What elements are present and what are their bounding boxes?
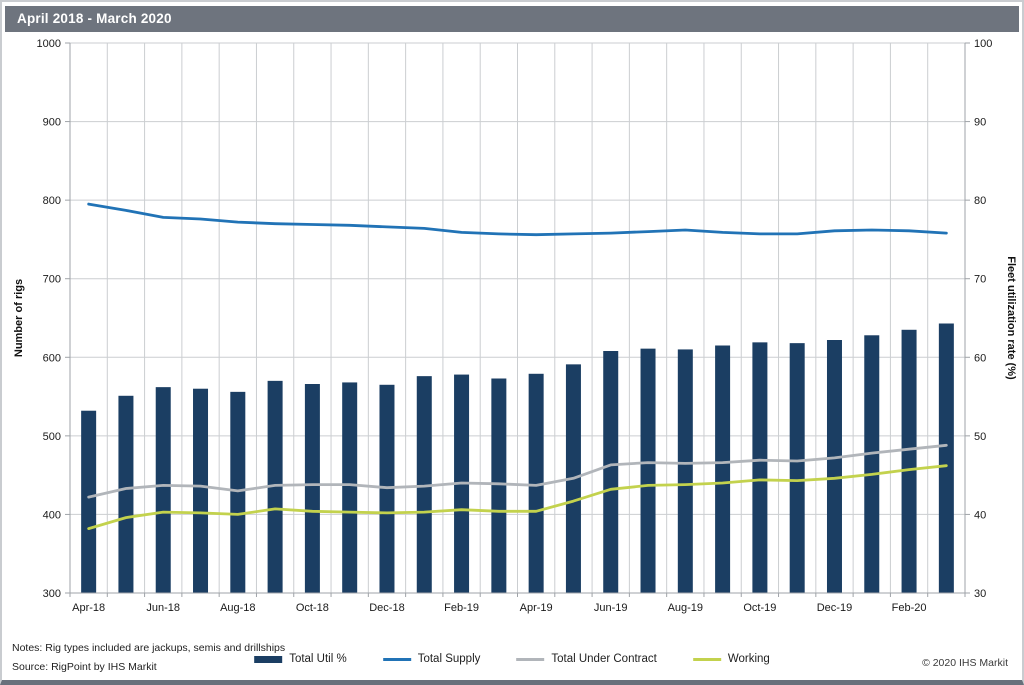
- bar-total-util-: [715, 345, 731, 593]
- x-axis-tick-label: Jun-19: [594, 602, 628, 614]
- legend-label: Total Supply: [417, 653, 481, 665]
- legend-item-total-under-contract: Total Under Contract: [516, 653, 657, 665]
- x-axis-tick-label: Oct-18: [296, 602, 329, 614]
- bar-total-util-: [677, 349, 693, 593]
- copyright-text: © 2020 IHS Markit: [922, 657, 1008, 669]
- line-working: [87, 464, 948, 530]
- line-total-supply: [87, 202, 948, 237]
- bar-total-util-: [230, 391, 246, 593]
- bar-total-util-: [267, 380, 283, 593]
- legend-label: Total Util %: [289, 653, 347, 665]
- bar-total-util-: [81, 410, 97, 593]
- x-axis-tick-label: Apr-19: [520, 602, 553, 614]
- legend-item-total-supply: Total Supply: [382, 653, 481, 665]
- bar-total-util-: [193, 388, 209, 593]
- legend-swatch-icon: [382, 657, 411, 661]
- chart-legend: Total Util % Total Supply Total Under Cont…: [254, 653, 770, 665]
- x-axis-tick-label: Feb-20: [892, 602, 927, 614]
- left-axis-title: Number of rigs: [13, 279, 25, 357]
- bar-total-util-: [901, 329, 917, 593]
- chart-notes: Notes: Rig types included are jackups, s…: [12, 639, 285, 677]
- right-axis-tick-label: 40: [974, 509, 986, 521]
- bar-total-util-: [304, 384, 320, 593]
- notes-line: Notes: Rig types included are jackups, s…: [12, 642, 286, 654]
- page-title: April 2018 - March 2020: [17, 11, 172, 26]
- bar-total-util-: [752, 342, 768, 593]
- x-axis-tick-label: Dec-19: [817, 602, 852, 614]
- bar-total-util-: [938, 323, 954, 593]
- left-axis-tick-label: 400: [43, 509, 61, 521]
- bar-total-util-: [640, 348, 656, 593]
- left-axis-tick-label: 700: [43, 274, 61, 286]
- left-axis-tick-label: 300: [43, 588, 61, 600]
- legend-item-working: Working: [692, 653, 770, 665]
- right-axis-tick-label: 90: [974, 117, 986, 129]
- right-axis-tick-label: 80: [974, 195, 986, 207]
- bar-total-util-: [491, 378, 507, 593]
- legend-swatch-icon: [692, 657, 721, 661]
- source-line: Source: RigPoint by IHS Markit: [12, 661, 157, 673]
- chart-title-bar: April 2018 - March 2020: [5, 6, 1019, 32]
- bar-total-util-: [826, 340, 842, 593]
- legend-swatch-icon: [254, 655, 283, 663]
- legend-label: Total Under Contract: [551, 653, 657, 665]
- bar-total-util-: [789, 343, 805, 593]
- left-axis-tick-label: 800: [43, 195, 61, 207]
- x-axis-tick-label: Dec-18: [369, 602, 404, 614]
- bar-total-util-: [528, 373, 544, 593]
- legend-item-total-util-: Total Util %: [254, 653, 347, 665]
- bar-total-util-: [416, 376, 432, 593]
- bar-total-util-: [864, 335, 880, 593]
- right-axis-tick-label: 100: [974, 38, 992, 50]
- bar-total-util-: [155, 387, 171, 593]
- x-axis-tick-label: Aug-18: [220, 602, 255, 614]
- bar-total-util-: [118, 395, 134, 593]
- line-total-under-contract: [87, 443, 948, 499]
- bar-total-util-: [603, 351, 619, 593]
- x-axis-tick-label: Apr-18: [72, 602, 105, 614]
- right-axis-tick-label: 50: [974, 431, 986, 443]
- left-axis-tick-label: 900: [43, 117, 61, 129]
- right-axis-tick-label: 30: [974, 588, 986, 600]
- left-axis-tick-label: 1000: [37, 38, 61, 50]
- right-axis-tick-label: 60: [974, 352, 986, 364]
- x-axis-tick-label: Jun-18: [146, 602, 180, 614]
- right-axis-tick-label: 70: [974, 274, 986, 286]
- x-axis-tick-label: Oct-19: [743, 602, 776, 614]
- left-axis-tick-label: 600: [43, 352, 61, 364]
- left-axis-tick-label: 500: [43, 431, 61, 443]
- x-axis-tick-label: Feb-19: [444, 602, 479, 614]
- bar-total-util-: [342, 382, 358, 593]
- legend-swatch-icon: [516, 657, 545, 661]
- legend-label: Working: [727, 653, 770, 665]
- x-axis-tick-label: Aug-19: [668, 602, 703, 614]
- right-axis-title: Fleet utilization rate (%): [1005, 256, 1017, 380]
